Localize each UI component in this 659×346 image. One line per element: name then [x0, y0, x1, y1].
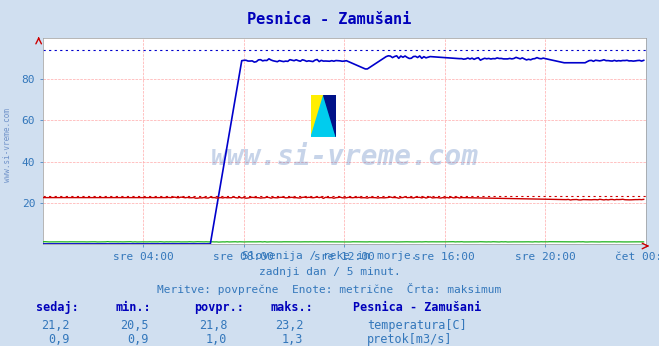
Text: zadnji dan / 5 minut.: zadnji dan / 5 minut.	[258, 267, 401, 277]
Text: maks.:: maks.:	[270, 301, 313, 314]
Text: Slovenija / reke in morje.: Slovenija / reke in morje.	[242, 251, 417, 261]
Text: sedaj:: sedaj:	[36, 301, 79, 314]
Text: 1,3: 1,3	[282, 333, 303, 346]
Text: povpr.:: povpr.:	[194, 301, 244, 314]
Text: 1,0: 1,0	[206, 333, 227, 346]
Text: 23,2: 23,2	[275, 319, 303, 332]
Text: 0,9: 0,9	[127, 333, 148, 346]
Polygon shape	[311, 95, 336, 137]
Polygon shape	[324, 95, 336, 137]
Text: pretok[m3/s]: pretok[m3/s]	[367, 333, 453, 346]
Polygon shape	[311, 95, 324, 137]
Text: 20,5: 20,5	[120, 319, 148, 332]
Text: www.si-vreme.com: www.si-vreme.com	[3, 108, 13, 182]
Text: temperatura[C]: temperatura[C]	[367, 319, 467, 332]
Text: Meritve: povprečne  Enote: metrične  Črta: maksimum: Meritve: povprečne Enote: metrične Črta:…	[158, 283, 501, 295]
Text: 21,8: 21,8	[199, 319, 227, 332]
Text: www.si-vreme.com: www.si-vreme.com	[210, 144, 478, 172]
Text: Pesnica - Zamušani: Pesnica - Zamušani	[247, 12, 412, 27]
Text: 0,9: 0,9	[48, 333, 69, 346]
Text: Pesnica - Zamušani: Pesnica - Zamušani	[353, 301, 481, 314]
Text: 21,2: 21,2	[41, 319, 69, 332]
Text: min.:: min.:	[115, 301, 151, 314]
